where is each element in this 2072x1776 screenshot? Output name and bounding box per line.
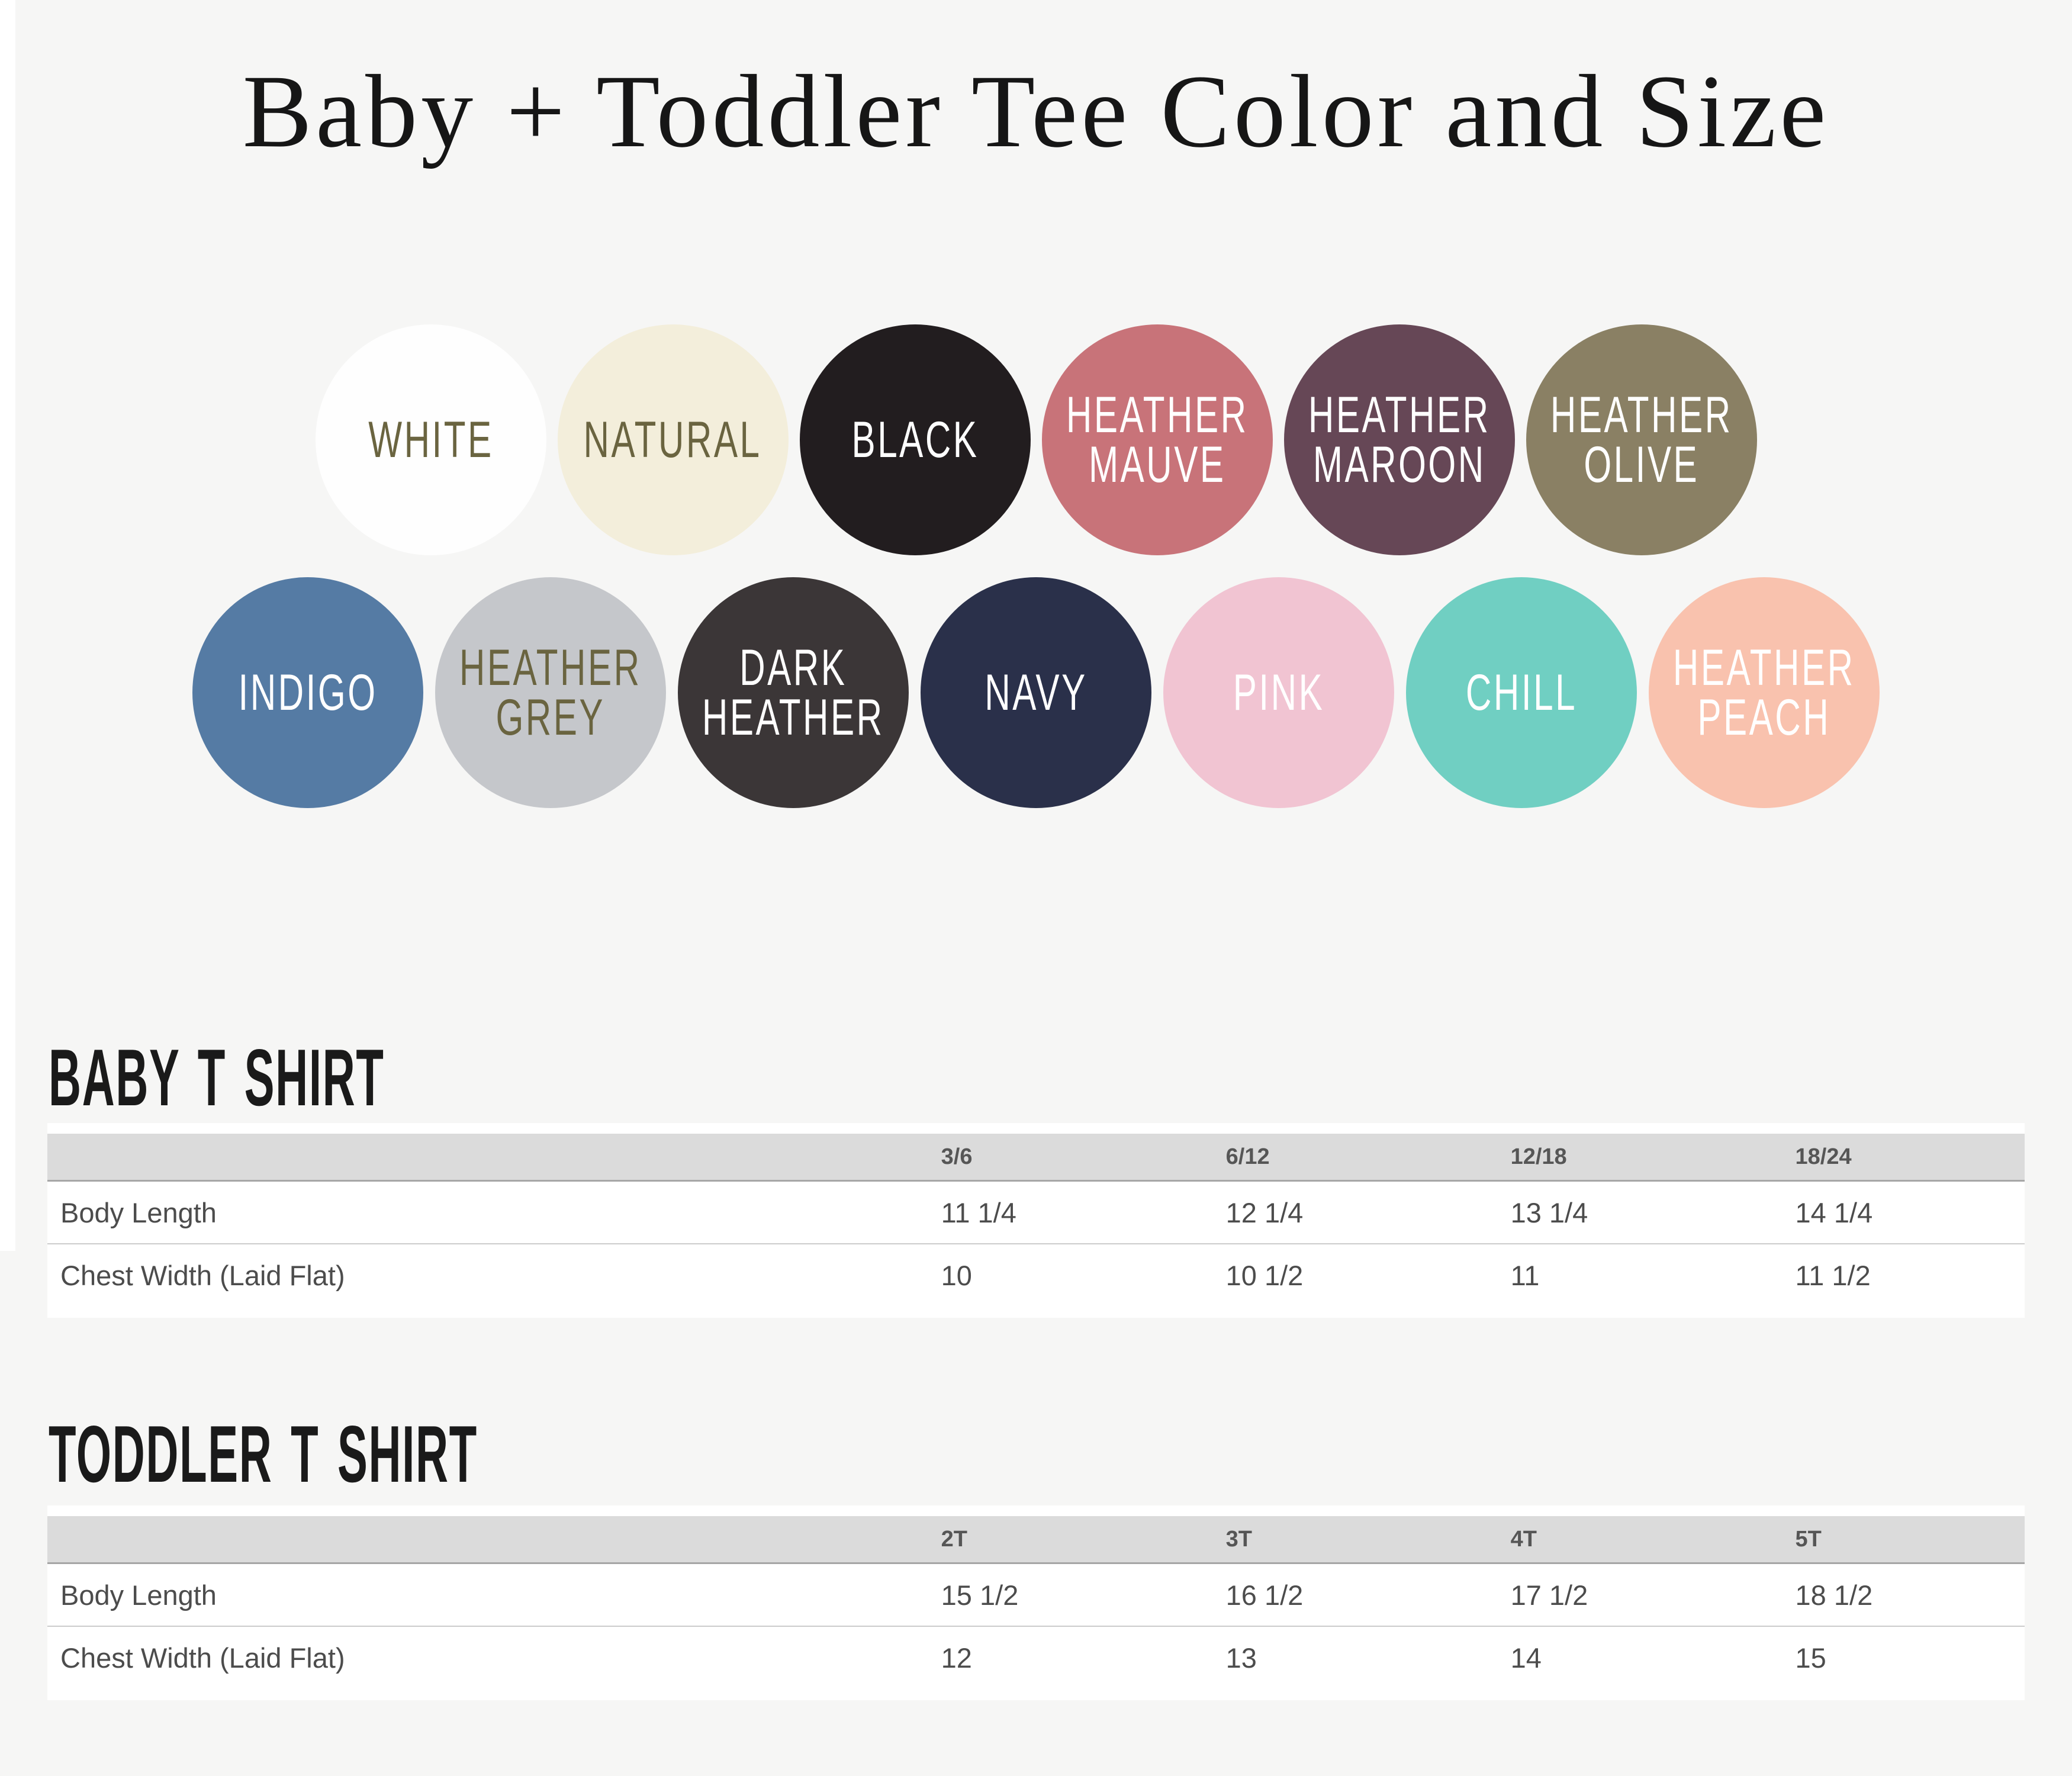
column-header: 4T xyxy=(1510,1526,1537,1552)
table-top-padding xyxy=(47,1505,2025,1516)
swatch-row-2: INDIGO HEATHER GREY DARK HEATHER NAVY PI… xyxy=(0,577,2072,808)
color-swatch-heather-olive: HEATHER OLIVE xyxy=(1526,324,1757,555)
color-swatch-pink: PINK xyxy=(1163,577,1394,808)
color-swatch-black: BLACK xyxy=(799,324,1031,555)
table-row: Chest Width (Laid Flat) 10 10 1/2 11 11 … xyxy=(47,1243,2025,1306)
color-swatch-natural: NATURAL xyxy=(557,324,789,555)
swatch-label: HEATHER PEACH xyxy=(1673,639,1855,746)
size-value-cell: 16 1/2 xyxy=(1225,1579,1304,1611)
size-value-cell: 15 1/2 xyxy=(941,1579,1019,1611)
size-value-cell: 10 1/2 xyxy=(1225,1259,1304,1291)
column-header: 3T xyxy=(1225,1526,1252,1552)
baby-section-heading: BABY T SHIRT xyxy=(49,1032,385,1122)
swatch-label: PINK xyxy=(1233,664,1325,721)
row-label: Body Length xyxy=(60,1579,217,1611)
swatch-label: NATURAL xyxy=(583,411,762,468)
color-swatch-navy: NAVY xyxy=(921,577,1151,808)
swatch-label: HEATHER GREY xyxy=(459,639,642,746)
page-title: Baby + Toddler Tee Color and Size xyxy=(242,54,1830,169)
size-value-cell: 13 xyxy=(1225,1642,1257,1674)
column-header: 12/18 xyxy=(1510,1144,1567,1169)
size-value-cell: 15 xyxy=(1795,1642,1826,1674)
row-label: Chest Width (Laid Flat) xyxy=(60,1259,345,1291)
swatch-label: NAVY xyxy=(984,664,1088,721)
size-value-cell: 11 1/4 xyxy=(941,1196,1016,1228)
column-header: 5T xyxy=(1795,1526,1822,1552)
color-swatch-heather-peach: HEATHER PEACH xyxy=(1649,577,1880,808)
toddler-section-heading: TODDLER T SHIRT xyxy=(49,1409,478,1499)
left-white-strip xyxy=(0,0,15,1251)
size-value-cell: 17 1/2 xyxy=(1510,1579,1588,1611)
table-bottom-padding xyxy=(47,1688,2025,1700)
toddler-size-table: 2T 3T 4T 5T Body Length 15 1/2 16 1/2 17… xyxy=(47,1505,2025,1700)
table-bottom-padding xyxy=(47,1306,2025,1318)
swatch-label: HEATHER MAUVE xyxy=(1066,386,1249,493)
table-top-padding xyxy=(47,1123,2025,1134)
size-value-cell: 11 xyxy=(1510,1259,1540,1291)
color-swatch-heather-grey: HEATHER GREY xyxy=(435,577,666,808)
swatch-label: DARK HEATHER xyxy=(702,639,884,746)
size-value-cell: 11 1/2 xyxy=(1795,1259,1871,1291)
size-value-cell: 14 xyxy=(1510,1642,1542,1674)
color-swatch-heather-maroon: HEATHER MAROON xyxy=(1283,324,1515,555)
baby-table-header-row: 3/6 6/12 12/18 18/24 xyxy=(47,1134,2025,1182)
size-value-cell: 10 xyxy=(941,1259,972,1291)
row-label: Body Length xyxy=(60,1196,217,1228)
swatch-label: HEATHER MAROON xyxy=(1308,386,1491,493)
color-swatch-indigo: INDIGO xyxy=(192,577,423,808)
toddler-table-header-row: 2T 3T 4T 5T xyxy=(47,1516,2025,1564)
size-value-cell: 14 1/4 xyxy=(1795,1196,1873,1228)
size-value-cell: 12 1/4 xyxy=(1225,1196,1304,1228)
size-value-cell: 12 xyxy=(941,1642,972,1674)
size-value-cell: 13 1/4 xyxy=(1510,1196,1588,1228)
swatch-label: CHILL xyxy=(1465,664,1578,721)
baby-size-table: 3/6 6/12 12/18 18/24 Body Length 11 1/4 … xyxy=(47,1123,2025,1318)
swatch-label: INDIGO xyxy=(238,664,378,721)
column-header: 3/6 xyxy=(941,1144,973,1169)
column-header: 18/24 xyxy=(1795,1144,1852,1169)
row-label: Chest Width (Laid Flat) xyxy=(60,1642,345,1674)
column-header: 6/12 xyxy=(1225,1144,1270,1169)
swatch-label: HEATHER OLIVE xyxy=(1550,386,1733,493)
color-swatch-heather-mauve: HEATHER MAUVE xyxy=(1041,324,1273,555)
table-row: Body Length 11 1/4 12 1/4 13 1/4 14 1/4 xyxy=(47,1182,2025,1243)
color-swatch-white: WHITE xyxy=(315,324,546,555)
color-swatch-dark-heather: DARK HEATHER xyxy=(678,577,909,808)
table-row: Body Length 15 1/2 16 1/2 17 1/2 18 1/2 xyxy=(47,1564,2025,1626)
swatch-label: WHITE xyxy=(368,411,494,468)
swatch-label: BLACK xyxy=(851,411,979,468)
table-row: Chest Width (Laid Flat) 12 13 14 15 xyxy=(47,1626,2025,1688)
size-value-cell: 18 1/2 xyxy=(1795,1579,1873,1611)
column-header: 2T xyxy=(941,1526,968,1552)
swatch-row-1: WHITE NATURAL BLACK HEATHER MAUVE HEATHE… xyxy=(0,324,2072,555)
color-swatch-chill: CHILL xyxy=(1406,577,1637,808)
